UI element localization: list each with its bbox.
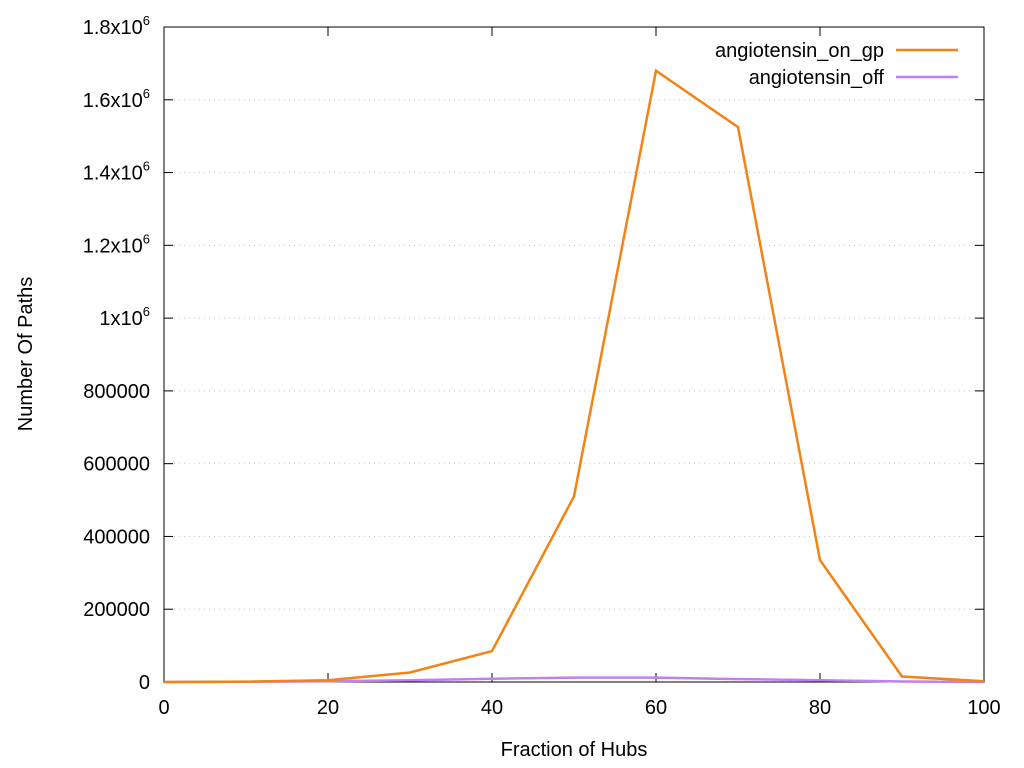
y-tick-label: 1x106 (99, 304, 150, 330)
series-line-angiotensin-on-gp (163, 68, 985, 684)
y-tick-label: 1.8x106 (83, 13, 150, 39)
legend: angiotensin_on_gp angiotensin_off (715, 40, 958, 89)
x-tick-label: 0 (158, 697, 169, 719)
y-tick-label: 400000 (83, 526, 150, 548)
y-tick-label: 1.6x106 (83, 86, 150, 112)
x-tick-label: 60 (645, 697, 667, 719)
legend-label: angiotensin_off (749, 67, 885, 89)
y-tick-label: 800000 (83, 381, 150, 403)
x-tick-label: 80 (809, 697, 831, 719)
legend-label: angiotensin_on_gp (715, 40, 884, 62)
y-tick-label: 1.4x106 (83, 159, 150, 185)
y-tick-label: 200000 (83, 599, 150, 621)
grid-lines (164, 99, 984, 610)
y-axis-label: Number Of Paths (15, 277, 37, 432)
series-lines (163, 68, 985, 684)
x-tick-label: 100 (967, 697, 1000, 719)
plot-frame (163, 26, 985, 683)
x-tick-labels: 0 20 40 60 80 100 (158, 697, 1000, 719)
x-tick-label: 20 (317, 697, 339, 719)
y-tick-label: 0 (139, 672, 150, 694)
axis-ticks (163, 26, 985, 683)
x-axis-label: Fraction of Hubs (501, 739, 648, 761)
x-tick-label: 40 (481, 697, 503, 719)
y-tick-label: 600000 (83, 454, 150, 476)
y-tick-label: 1.2x106 (83, 231, 150, 257)
y-tick-labels: 0 200000 400000 600000 800000 1x106 1.2x106 1.4… (83, 13, 150, 694)
